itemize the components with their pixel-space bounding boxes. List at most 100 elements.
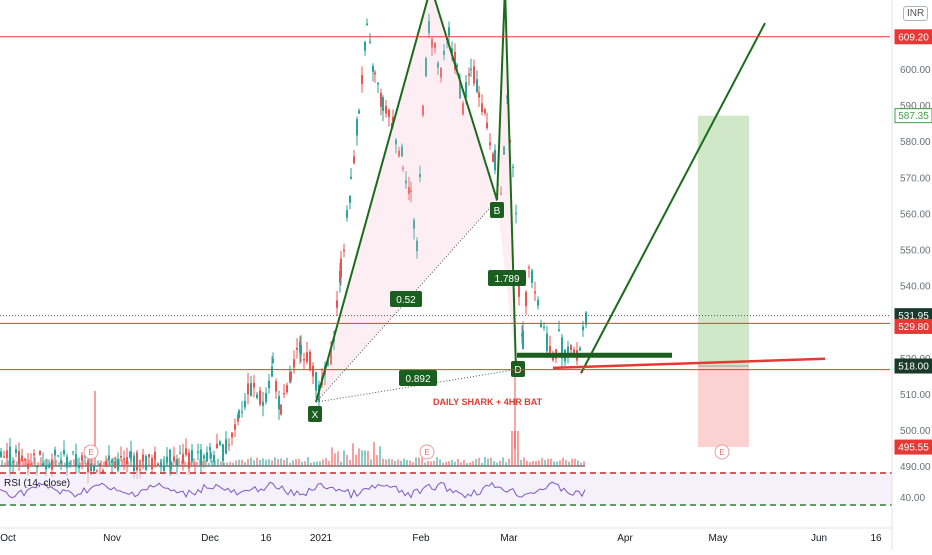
ratio-label-bd: 1.789: [494, 274, 519, 285]
volume-bar: [388, 458, 390, 466]
candle-body: [425, 58, 427, 77]
candle-body: [549, 345, 551, 353]
volume-bar: [313, 461, 315, 466]
candle-body: [54, 449, 56, 456]
x-tick-label: Mar: [500, 533, 518, 544]
volume-bar: [538, 460, 540, 466]
volume-bar: [103, 461, 105, 466]
candle-body: [327, 360, 329, 367]
candle-body: [401, 146, 403, 157]
volume-bar: [217, 458, 219, 466]
volume-bar: [208, 462, 210, 466]
volume-bar: [1, 460, 3, 466]
candle-body: [139, 469, 141, 471]
volume-bar: [16, 461, 18, 466]
candle-body: [349, 195, 351, 203]
horizontal-levels[interactable]: [0, 36, 890, 371]
candle-body: [462, 103, 464, 115]
volume-bar: [361, 450, 363, 466]
candle-body: [428, 20, 430, 34]
volume-bar: [25, 458, 27, 466]
pattern-fill-xab: [316, 0, 497, 403]
volume-bar: [487, 458, 489, 466]
candle-body: [102, 470, 104, 473]
x-tick-label: 16: [870, 533, 882, 544]
candle-body: [259, 390, 261, 405]
candle-body: [486, 122, 488, 129]
volume-bar: [559, 460, 561, 466]
candle-body: [262, 401, 264, 406]
point-b-label: B: [494, 206, 501, 217]
candle-body: [36, 466, 38, 468]
volume-bar: [412, 462, 414, 466]
candle-body: [448, 27, 450, 36]
volume-bar: [331, 447, 333, 466]
candle-body: [0, 451, 2, 458]
volume-bar: [46, 458, 48, 466]
candles: [0, 13, 587, 484]
candle-body: [6, 450, 8, 459]
volume-bar: [319, 461, 321, 466]
y-tick-label: 600.00: [900, 65, 931, 76]
candle-body: [543, 327, 545, 329]
volume-bar: [73, 459, 75, 466]
volume-bar: [55, 459, 57, 466]
candle-body: [96, 470, 98, 472]
volume-bar: [283, 459, 285, 466]
volume-bar: [466, 462, 468, 466]
volume-bar: [289, 462, 291, 466]
volume-bar: [364, 450, 366, 466]
volume-bar: [457, 459, 459, 466]
candle-body: [66, 456, 68, 468]
volume-bar: [250, 457, 252, 466]
volume-bar: [334, 453, 336, 466]
volume-bar: [415, 457, 417, 466]
candle-body: [522, 330, 524, 350]
candle-body: [290, 371, 292, 381]
pattern-legs: [315, 0, 517, 403]
candle-body: [451, 48, 453, 53]
candle-body: [582, 326, 584, 331]
volume-bar: [244, 462, 246, 466]
candle-body: [200, 449, 202, 466]
volume-bar: [517, 431, 519, 466]
candle-body: [473, 66, 475, 84]
price-badge: 495.55: [898, 443, 929, 454]
volume-bar: [478, 457, 480, 466]
y-tick-label: 550.00: [900, 246, 931, 257]
candle-body: [63, 450, 65, 455]
candle-body: [111, 459, 113, 463]
currency-badge[interactable]: INR: [903, 6, 929, 21]
volume-bar: [172, 462, 174, 466]
candle-body: [206, 452, 208, 462]
candle-body: [293, 359, 295, 368]
volume-bar: [400, 460, 402, 466]
candle-body: [21, 455, 23, 461]
candle-body: [234, 424, 236, 430]
candle-body: [398, 150, 400, 157]
volume-bar: [229, 461, 231, 466]
candle-body: [570, 344, 572, 351]
candle-body: [120, 455, 122, 458]
volume-bar: [445, 462, 447, 466]
volume-bar: [4, 462, 6, 466]
candle-body: [191, 450, 193, 462]
candle-body: [33, 453, 35, 456]
candle-body: [105, 461, 107, 467]
volume-bar: [148, 459, 150, 466]
volume-bar: [211, 460, 213, 466]
volume-bar: [202, 460, 204, 466]
y-tick-label: 510.00: [900, 390, 931, 401]
candle-body: [465, 82, 467, 98]
candle-body: [515, 212, 517, 214]
candle-body: [244, 400, 246, 408]
x-tick-label: Jun: [811, 533, 827, 544]
volume-bar: [22, 460, 24, 466]
harmonic-pattern[interactable]: X B D 0.52 1.789 0.892: [308, 0, 826, 422]
volume-bar: [430, 461, 432, 466]
stop-zone: [698, 366, 749, 448]
rsi-tick-label: 40.00: [900, 493, 925, 504]
candle-body: [114, 461, 116, 468]
